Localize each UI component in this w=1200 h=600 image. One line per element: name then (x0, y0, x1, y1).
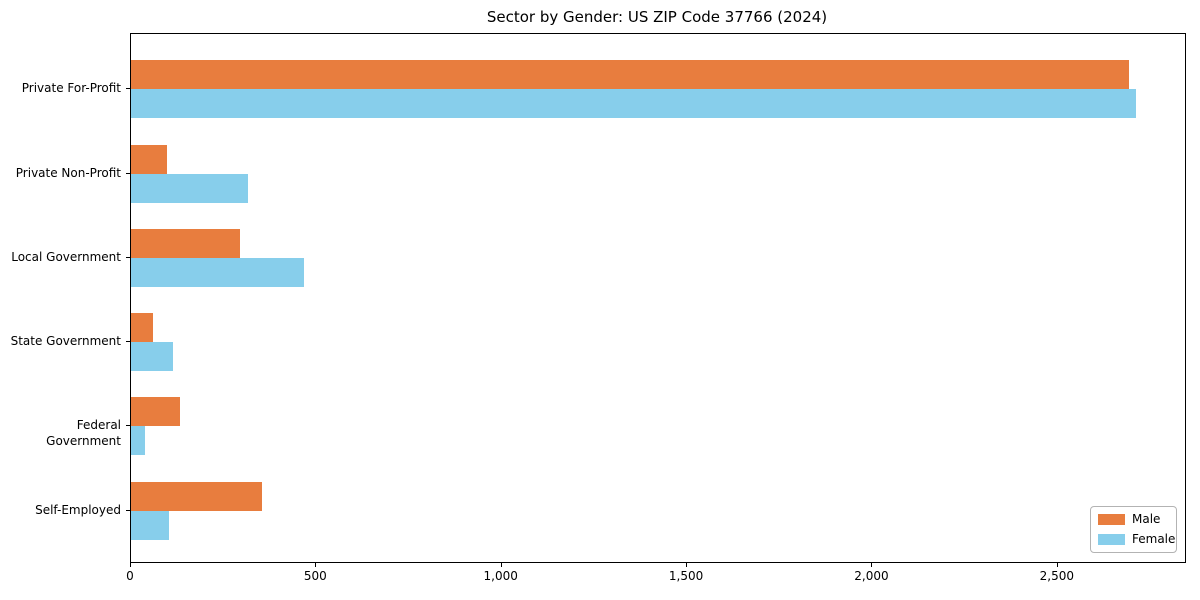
x-axis-tick-2-000 (871, 562, 873, 567)
y-axis-tick-private-non-profit (126, 172, 131, 174)
bar-female-self-employed (131, 510, 170, 540)
bar-female-private-non-profit (131, 173, 249, 203)
y-axis-label-local-government: Local Government (11, 249, 121, 264)
x-axis-tick-500 (315, 562, 317, 567)
bar-male-local-government (131, 228, 240, 258)
bar-male-federal-government (131, 397, 180, 427)
legend: Male Female (1090, 506, 1177, 553)
x-axis-tick-label-1-500: 1,500 (668, 569, 704, 583)
bar-male-private-for-profit (131, 60, 1130, 90)
legend-label-male: Male (1132, 512, 1161, 526)
legend-label-female: Female (1132, 532, 1176, 546)
x-axis-tick-2-500 (1056, 562, 1058, 567)
y-axis-tick-self-employed (126, 509, 131, 511)
chart-title: Sector by Gender: US ZIP Code 37766 (202… (486, 8, 828, 26)
y-axis-tick-federal-government (126, 425, 131, 427)
y-axis-tick-private-for-profit (126, 88, 131, 90)
plot-area (130, 33, 1186, 563)
legend-entry-male: Male (1098, 513, 1169, 526)
x-axis-tick-label-2-000: 2,000 (854, 569, 889, 583)
bar-female-private-for-profit (131, 89, 1137, 119)
x-axis-tick-1-000 (500, 562, 502, 567)
y-axis-label-self-employed: Self-Employed (35, 502, 121, 517)
bar-female-federal-government (131, 426, 145, 456)
bar-male-self-employed (131, 481, 263, 511)
bar-female-local-government (131, 257, 305, 287)
y-axis-tick-local-government (126, 256, 131, 258)
female-color-swatch (1098, 534, 1125, 545)
y-axis-tick-state-government (126, 341, 131, 343)
y-axis-label-state-government: State Government (10, 334, 121, 349)
legend-entry-female: Female (1098, 533, 1175, 546)
y-axis-label-private-non-profit: Private Non-Profit (15, 165, 121, 180)
x-axis-tick-0 (130, 562, 131, 567)
bar-female-state-government (131, 342, 173, 372)
x-axis-tick-label-2-500: 2,500 (1039, 569, 1074, 583)
x-axis-tick-label-500: 500 (303, 569, 327, 583)
bar-male-private-non-profit (131, 144, 168, 174)
male-color-swatch (1098, 514, 1125, 525)
x-axis-tick-label-1-000: 1,000 (483, 569, 518, 583)
x-axis-tick-label-0: 0 (126, 569, 134, 583)
y-axis-label-federal-government: Federal Government (46, 418, 121, 449)
y-axis-label-private-for-profit: Private For-Profit (21, 81, 121, 96)
x-axis-tick-1-500 (686, 562, 688, 567)
bar-male-state-government (131, 313, 154, 343)
